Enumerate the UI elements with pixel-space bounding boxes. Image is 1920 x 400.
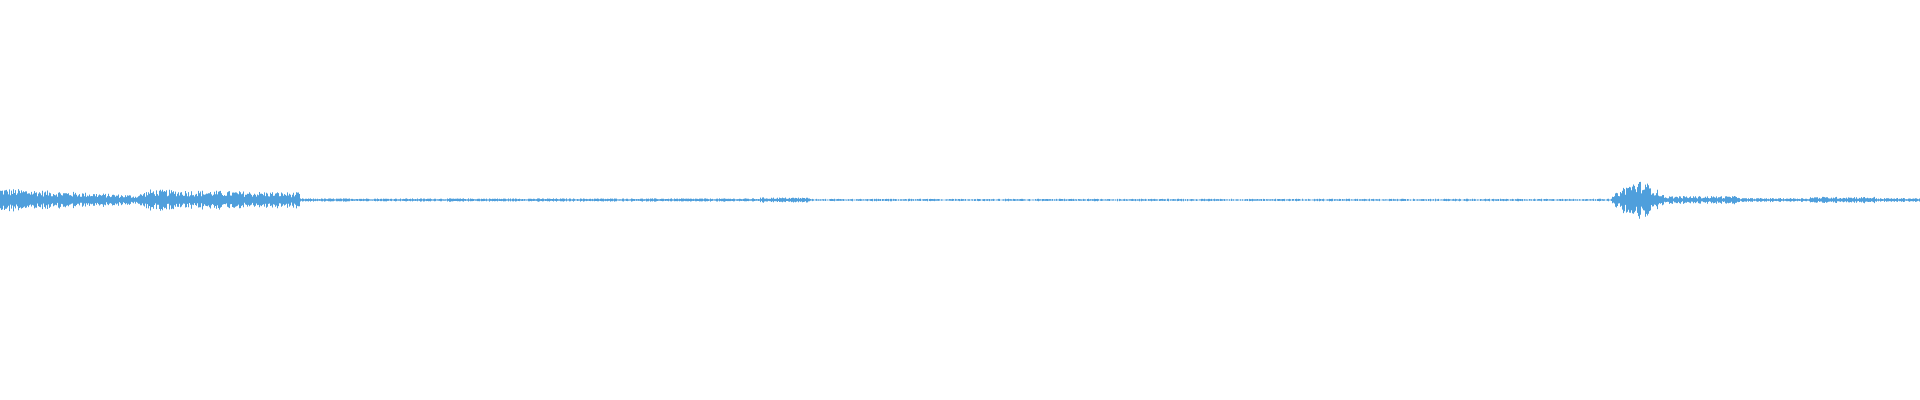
waveform [0,181,1920,219]
